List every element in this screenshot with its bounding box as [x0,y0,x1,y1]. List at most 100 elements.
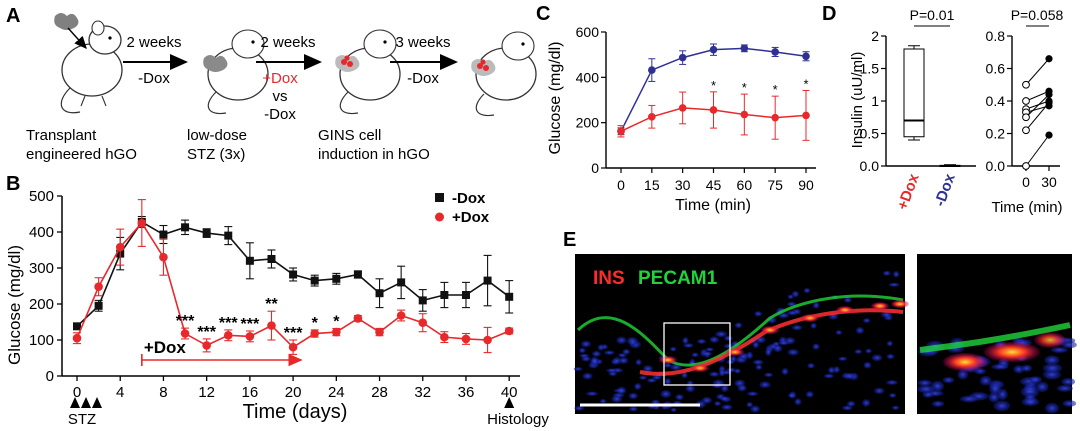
chart-d1-ytick-label: 1.5 [860,61,880,77]
panel-d: D Insulin (uU/ml) 0.0 0.5 1 1.5 2 +Dox -Dox P=0… [822,3,1063,216]
chart-d2-pair-line [1025,94,1050,118]
stz-label: STZ [68,411,96,428]
chart-d2-point-0min [1022,126,1030,135]
chart-c-point [617,127,625,136]
chart-d2-point-0min [1022,113,1030,122]
chart-b-point-minus-dox [267,255,276,263]
chart-b-point-plus-dox [483,335,492,345]
micrograph-main: INS PECAM1 [573,254,909,414]
chart-b-significance: *** [219,315,238,332]
chart-b-point-minus-dox [289,270,298,279]
chart-b-point-plus-dox [94,282,103,292]
chart-b-xtick-label: 36 [458,384,475,401]
step-2-caption-line-2: STZ (3x) [187,146,245,163]
chart-c-point [802,52,810,61]
mouse-illustration-4 [471,31,537,117]
chart-b-point-plus-dox [440,332,449,342]
chart-b-ytick-label: 500 [29,188,54,205]
chart-c-significance: * [773,82,778,97]
chart-b-point-plus-dox [223,331,233,340]
chart-c-point [802,111,810,120]
chart-b-legend-marker-minus-dox [435,193,444,202]
step-1-caption-line-2: engineered hGO [26,146,137,163]
chart-c-ytick-label: 0 [591,160,599,176]
chart-b-point-plus-dox [288,342,298,352]
histology-marker [504,397,515,408]
chart-b-xtick-label: 8 [159,384,167,401]
chart-b-point-minus-dox [202,229,211,238]
chart-b-point-minus-dox [418,296,427,305]
chart-b-xtick-label: 0 [73,384,81,401]
mouse-illustration-1 [54,13,123,114]
chart-d-paired-plot: 0.0 0.2 0.4 0.6 0.8 0 30 P=0.058 [986,7,1064,190]
ins-stain-label: INS [593,268,625,289]
chart-b-point-plus-dox [418,318,428,328]
arrow-2-duration: 2 weeks [260,34,315,51]
chart-c-point [740,44,749,53]
arrow-2-minus-dox: -Dox [264,106,296,123]
chart-b-xtick-label: 28 [371,384,388,401]
chart-d2-ytick-label: 0.4 [986,93,1006,109]
chart-b-point-plus-dox [137,218,147,228]
chart-d1-ytick-label: 0.0 [860,158,880,174]
chart-b-point-minus-dox [397,278,406,287]
chart-b-point-plus-dox [180,329,190,338]
arrow-2-vs: vs [273,88,288,105]
micrograph-zoom [917,254,1077,414]
step-1-caption-line-1: Transplant [26,127,97,144]
chart-d1-category-label: -Dox [931,171,959,209]
chart-c-point [771,48,779,56]
chart-d-box-plot: 0.0 0.5 1 1.5 2 +Dox -Dox P=0.01 [860,7,976,212]
chart-b-point-plus-dox [504,326,514,336]
chart-c-ytick-label: 400 [576,69,600,85]
chart-b-point-plus-dox [202,341,211,350]
chart-c-xtick-label: 30 [675,177,691,193]
arrow-3-treatment: -Dox [407,70,439,87]
chart-d2-ytick-label: 0.6 [986,61,1006,77]
arrow-1-treatment: -Dox [138,70,170,87]
chart-d2-xtick-label: 0 [1022,174,1030,190]
chart-c-xtick-label: 60 [737,177,753,193]
chart-c-xlabel: Time (min) [675,197,751,214]
chart-b-point-minus-dox [505,292,514,301]
chart-d-ylabel: Insulin (uU/ml) [849,52,866,149]
chart-b-point-minus-dox [159,230,168,239]
chart-b-point-plus-dox [159,252,168,262]
chart-b-point-plus-dox [310,329,320,338]
chart-c-xtick-label: 0 [617,177,625,193]
chart-d1-ytick-label: 0.5 [860,126,880,142]
chart-d2-ytick-label: 0.8 [986,28,1006,44]
chart-d1-ytick-label: 1 [871,93,879,109]
chart-b-significance: * [312,315,319,332]
chart-c-point [709,45,718,54]
stz-injection-marker [81,397,91,408]
chart-c-xtick-label: 90 [798,177,814,193]
chart-d2-pair-line [1025,102,1050,131]
chart-b-significance: * [333,313,340,330]
chart-b-point-minus-dox [461,291,470,299]
chart-d-xlabel: Time (min) [991,199,1062,216]
chart-d2-ytick-label: 0.2 [986,126,1006,142]
chart-b-point-plus-dox [375,327,384,337]
panel-letter-d: D [822,3,836,25]
panel-letter-b: B [6,173,20,195]
chart-b-point-plus-dox [353,314,363,323]
chart-d2-point-30min [1045,131,1053,139]
chart-c-point [709,106,718,114]
chart-b-point-plus-dox [267,321,276,330]
chart-b-point-minus-dox [440,291,449,299]
chart-b-point-minus-dox [332,274,341,283]
chart-c-xtick-label: 45 [706,177,722,193]
chart-c-ylabel: Glucose (mg/dl) [547,42,564,155]
chart-b-significance: *** [197,324,216,341]
chart-c-point [771,113,779,122]
chart-b-point-minus-dox [245,256,254,265]
step-3-caption-line-1: GINS cell [318,127,381,144]
chart-b-point-plus-dox [461,334,471,344]
mouse-illustration-3 [335,29,401,115]
chart-b-significance: *** [284,325,303,342]
chart-c-xtick-label: 75 [767,177,783,193]
chart-d2-pair-line [1025,100,1050,110]
chart-d2-point-0min [1022,97,1030,105]
